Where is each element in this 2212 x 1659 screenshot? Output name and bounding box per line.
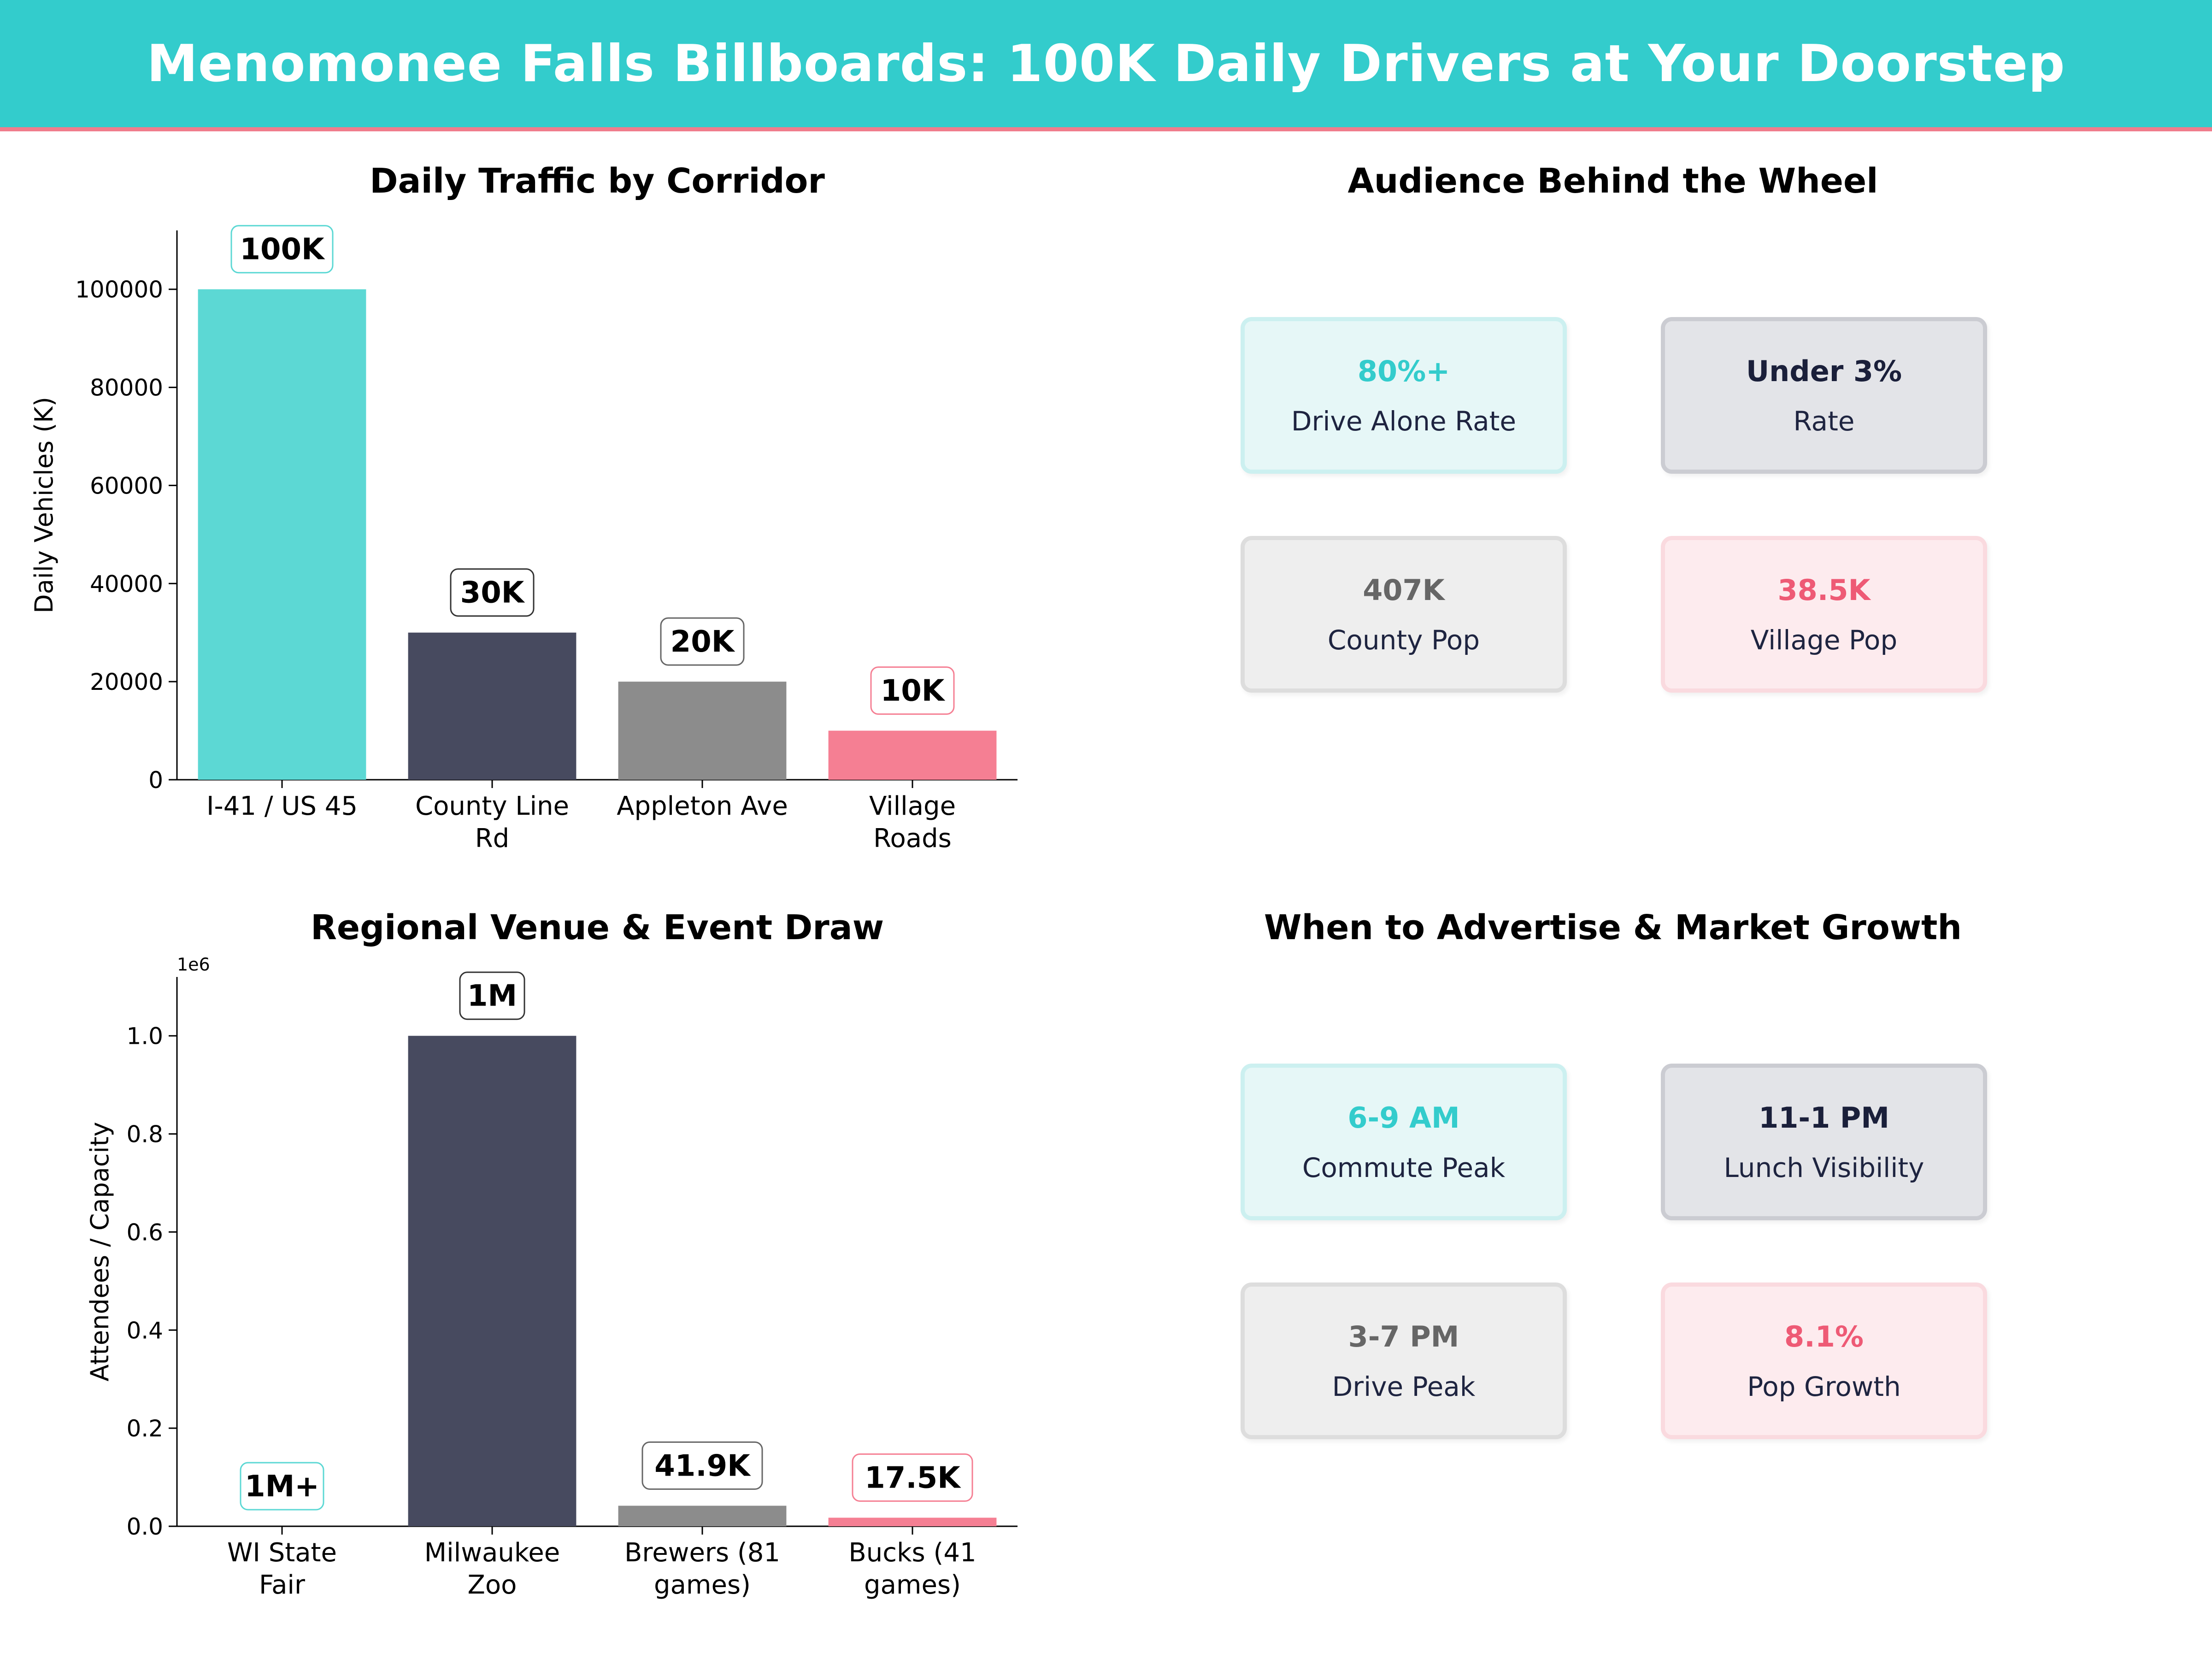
card-label: Pop Growth — [1747, 1371, 1901, 1402]
timing-card-lunch-visibility: 11-1 PM Lunch Visibility — [1661, 1064, 1987, 1220]
card-value: 80%+ — [1357, 354, 1450, 388]
x-tick-label: I-41 / US 45 — [206, 791, 358, 821]
header-banner: Menomonee Falls Billboards: 100K Daily D… — [0, 0, 2212, 131]
data-label: 1M+ — [245, 1470, 319, 1504]
data-label: 100K — [240, 233, 325, 267]
audience-card-drive-alone: 80%+ Drive Alone Rate — [1241, 317, 1567, 474]
bar — [408, 1035, 577, 1526]
data-label-box — [852, 1453, 973, 1502]
y-tick-label: 0.4 — [126, 1317, 163, 1344]
x-tick-label: Brewers (81 games) — [624, 1538, 780, 1600]
y-tick-label: 80000 — [90, 375, 163, 401]
x-tick-label: Village Roads — [869, 791, 956, 853]
page-title: Menomonee Falls Billboards: 100K Daily D… — [147, 34, 2065, 94]
y-axis-label: Daily Vehicles (K) — [29, 397, 59, 613]
x-tick-label: Appleton Ave — [617, 791, 788, 821]
timing-card-drive-peak: 3-7 PM Drive Peak — [1241, 1282, 1567, 1439]
x-tick-label: WI State Fair — [227, 1538, 337, 1600]
y-tick-label: 1.0 — [126, 1023, 163, 1050]
bar — [828, 730, 997, 780]
audience-panel-title: Audience Behind the Wheel — [1347, 161, 1878, 201]
data-label: 1M — [467, 979, 517, 1013]
card-label: Lunch Visibility — [1724, 1152, 1924, 1183]
card-value: 38.5K — [1777, 573, 1871, 607]
data-label: 20K — [671, 625, 735, 659]
venue-chart-title: Regional Venue & Event Draw — [310, 908, 884, 947]
data-label: 17.5K — [865, 1461, 961, 1495]
y-tick-label: 60000 — [90, 472, 163, 499]
card-value: 407K — [1363, 573, 1445, 607]
bar — [618, 1506, 787, 1526]
bar — [408, 632, 577, 780]
card-label: Rate — [1793, 405, 1855, 437]
card-value: 6-9 AM — [1347, 1100, 1460, 1135]
bar — [198, 289, 366, 780]
data-label-box — [641, 1441, 763, 1490]
y-tick-label: 40000 — [90, 571, 163, 597]
audience-card-county-pop: 407K County Pop — [1241, 536, 1567, 693]
traffic-chart-title: Daily Traffic by Corridor — [370, 161, 825, 201]
y-tick-label: 0.8 — [126, 1121, 163, 1148]
bar — [828, 1518, 997, 1526]
x-tick-label: County Line Rd — [415, 791, 569, 853]
data-label: 30K — [460, 576, 525, 610]
data-label: 10K — [881, 674, 946, 708]
data-label-box — [230, 225, 334, 274]
x-tick-label: Milwaukee Zoo — [424, 1538, 560, 1600]
data-label-box — [240, 1462, 324, 1511]
y-tick-label: 0.6 — [126, 1219, 163, 1246]
card-label: Drive Alone Rate — [1291, 405, 1517, 437]
timing-card-commute-peak: 6-9 AM Commute Peak — [1241, 1064, 1567, 1220]
card-value: 3-7 PM — [1348, 1319, 1459, 1353]
data-label-box — [660, 617, 745, 666]
card-label: Drive Peak — [1332, 1371, 1476, 1402]
card-value: 11-1 PM — [1759, 1100, 1889, 1135]
card-label: Village Pop — [1750, 624, 1898, 656]
data-label: 41.9K — [654, 1449, 751, 1483]
data-label-box — [870, 666, 955, 715]
y-scale-label: 1e6 — [177, 954, 210, 975]
card-value: 8.1% — [1784, 1319, 1864, 1353]
y-tick-label: 0.0 — [126, 1513, 163, 1540]
y-tick-label: 0.2 — [126, 1415, 163, 1442]
data-label-box — [450, 568, 535, 617]
timing-panel-title: When to Advertise & Market Growth — [1264, 908, 1962, 947]
timing-card-pop-growth: 8.1% Pop Growth — [1661, 1282, 1987, 1439]
y-tick-label: 20000 — [90, 669, 163, 695]
x-tick-label: Bucks (41 games) — [848, 1538, 976, 1600]
y-tick-label: 0 — [148, 767, 163, 794]
audience-card-village-pop: 38.5K Village Pop — [1661, 536, 1987, 693]
card-value: Under 3% — [1746, 354, 1902, 388]
data-label-box — [459, 971, 525, 1020]
y-tick-label: 100000 — [75, 276, 163, 303]
card-label: Commute Peak — [1302, 1152, 1506, 1183]
audience-card-rate: Under 3% Rate — [1661, 317, 1987, 474]
bar — [618, 682, 787, 780]
y-axis-label: Attendees / Capacity — [85, 1122, 114, 1381]
card-label: County Pop — [1327, 624, 1480, 656]
